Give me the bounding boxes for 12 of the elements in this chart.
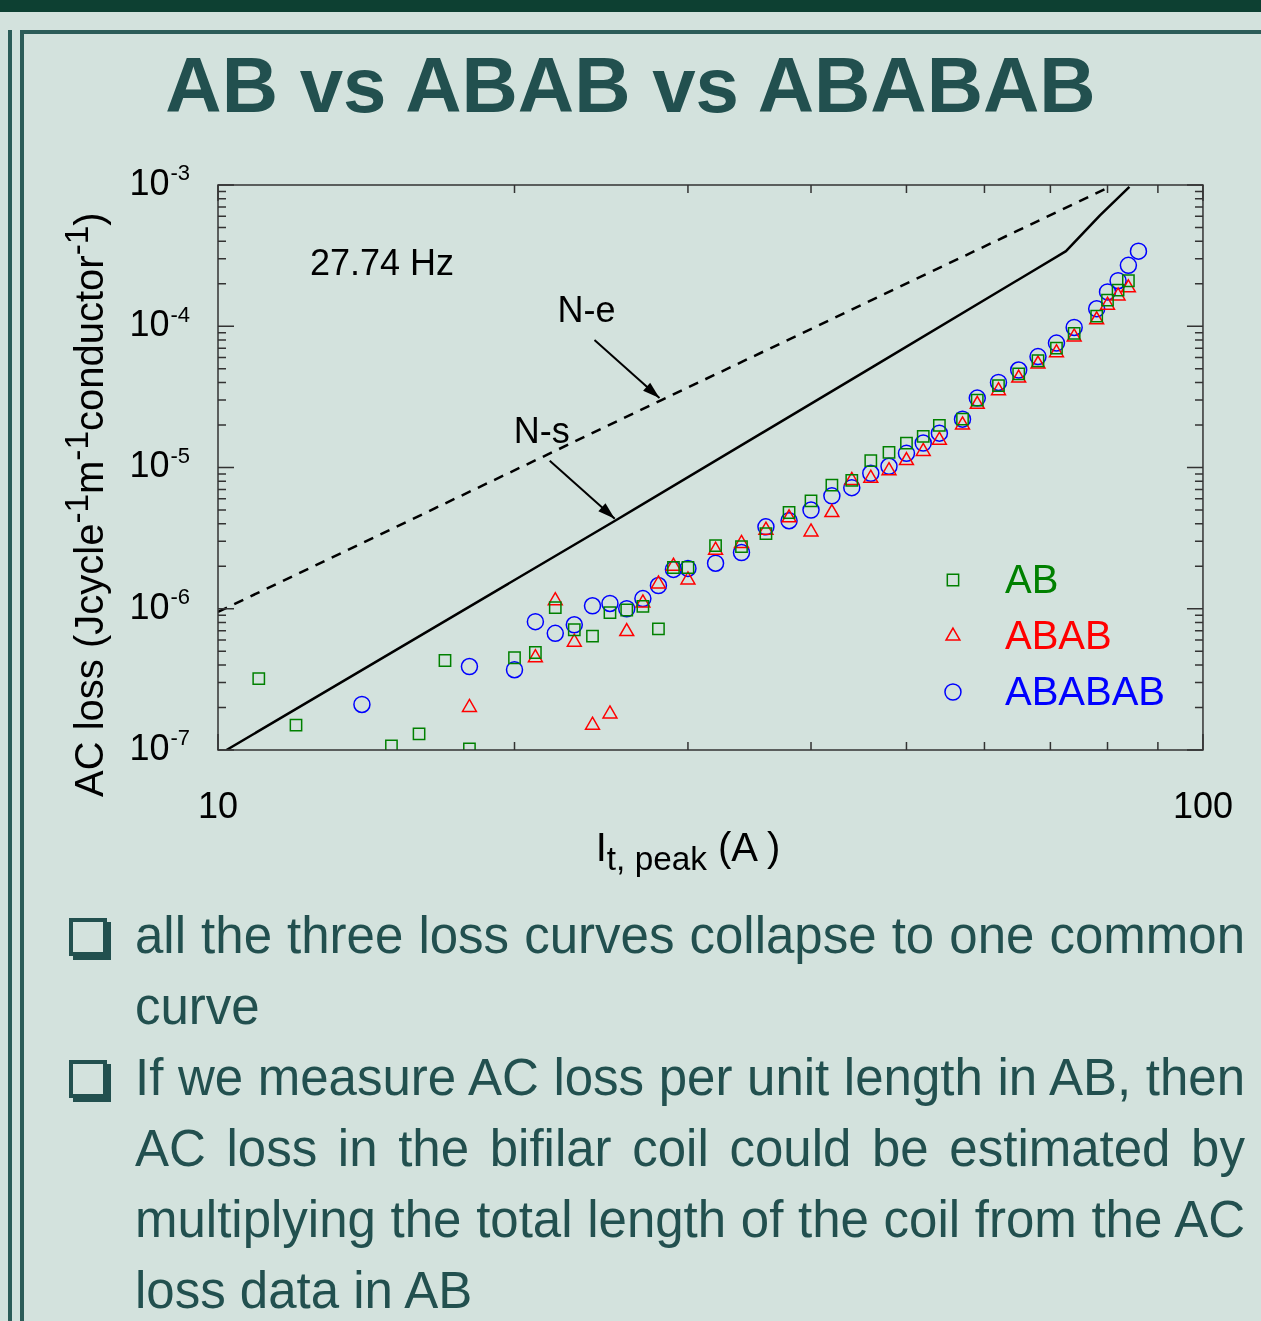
chart-title: AB vs ABAB vs ABABAB (164, 40, 1097, 131)
x-tick-label: 10 (197, 784, 239, 826)
legend-label: ABABAB (1004, 669, 1166, 714)
annotation: 27.74 Hz (310, 241, 455, 283)
legend-label: AB (1004, 557, 1059, 602)
annotation: N-e (557, 289, 616, 331)
text: all the three loss curves collapse to one common curve (135, 907, 1245, 1035)
annotation: N-s (513, 409, 570, 451)
text: If we measure AC loss per unit length in AB, then AC loss in the bifilar coil could be estimated by multiplying the total length of the coil from the AC loss data in AB (135, 1049, 1245, 1319)
legend-label: ABAB (1004, 613, 1112, 658)
x-axis-title: I$_{t, peak}$ (A ) (594, 825, 782, 878)
x-tick-label: 100 (1172, 784, 1234, 826)
